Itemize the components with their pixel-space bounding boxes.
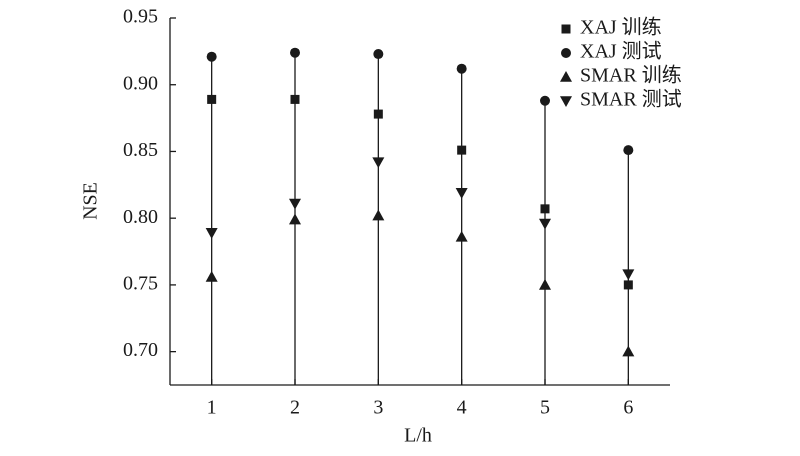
marker-square: [207, 94, 217, 104]
legend-label: XAJ 测试: [580, 40, 662, 63]
y-tick-label: 0.75: [123, 273, 158, 295]
marker-square: [561, 24, 571, 34]
marker-circle: [456, 63, 467, 74]
marker-circle: [623, 145, 634, 156]
marker-triangle-up: [622, 345, 635, 357]
marker-triangle-up: [560, 71, 572, 82]
marker-square: [540, 204, 550, 214]
legend-label: XAJ 训练: [580, 16, 662, 39]
marker-triangle-down: [455, 188, 468, 199]
legend-label: SMAR 测试: [580, 88, 682, 111]
y-tick-label: 0.85: [123, 139, 158, 161]
x-tick-label: 4: [457, 397, 467, 419]
marker-circle: [561, 48, 571, 58]
marker-triangle-up: [205, 270, 218, 282]
marker-circle: [373, 49, 384, 60]
y-tick-label: 0.80: [123, 206, 158, 228]
x-tick-label: 1: [207, 397, 217, 419]
y-tick-label: 0.95: [123, 6, 158, 28]
x-tick-label: 6: [623, 397, 633, 419]
x-tick-label: 2: [290, 397, 300, 419]
x-tick-label: 3: [373, 397, 383, 419]
marker-square: [373, 109, 383, 119]
marker-triangle-up: [289, 213, 301, 225]
marker-square: [623, 280, 633, 290]
x-axis-label: L/h: [404, 425, 432, 447]
marker-square: [457, 145, 467, 155]
marker-triangle-up: [539, 278, 551, 290]
y-tick-label: 0.70: [123, 339, 158, 361]
marker-triangle-down: [539, 218, 551, 230]
marker-triangle-down: [289, 198, 301, 210]
y-tick-label: 0.90: [123, 72, 158, 94]
marker-square: [290, 94, 300, 104]
marker-triangle-down: [560, 96, 572, 107]
x-tick-label: 5: [540, 397, 550, 419]
marker-triangle-up: [455, 230, 468, 242]
marker-triangle-up: [372, 209, 385, 221]
y-axis-label: NSE: [80, 182, 102, 220]
marker-triangle-down: [205, 228, 218, 239]
marker-circle: [540, 95, 550, 106]
marker-circle: [206, 51, 217, 62]
marker-circle: [290, 47, 300, 58]
legend-label: SMAR 训练: [580, 64, 682, 87]
marker-triangle-down: [622, 269, 635, 281]
marker-triangle-down: [372, 157, 385, 169]
